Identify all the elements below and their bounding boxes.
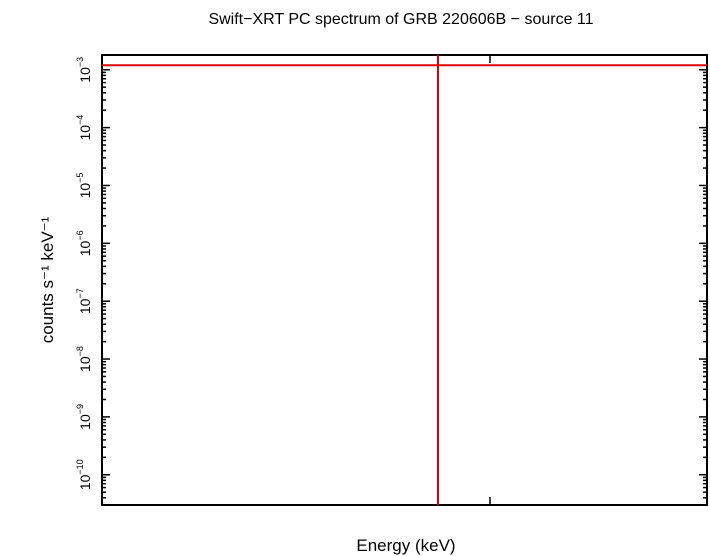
y-tick-base: 10: [77, 125, 93, 141]
y-tick-text: 10−10: [75, 459, 93, 490]
y-tick-label: 10−5: [75, 173, 93, 199]
plot-frame: [101, 54, 708, 506]
y-tick-exponent: −8: [75, 346, 85, 356]
chart-title: Swift−XRT PC spectrum of GRB 220606B − s…: [208, 11, 593, 28]
y-tick-text: 10−7: [75, 288, 93, 314]
y-tick-base: 10: [77, 414, 93, 430]
y-axis-label: counts s⁻¹ keV⁻¹: [38, 216, 57, 343]
y-tick-base: 10: [77, 356, 93, 372]
y-tick-exponent: −9: [75, 404, 85, 414]
y-tick-exponent: −7: [75, 288, 85, 298]
y-tick-label: 10−4: [75, 115, 93, 141]
y-tick-label: 10−8: [75, 346, 93, 372]
y-tick-base: 10: [77, 474, 93, 490]
y-tick-text: 10−5: [75, 173, 93, 199]
y-tick-label: 10−9: [75, 404, 93, 430]
y-tick-label: 10−10: [75, 459, 93, 490]
y-axis-ticks: [102, 69, 707, 506]
y-tick-text: 10−4: [75, 115, 93, 141]
y-tick-base: 10: [77, 67, 93, 83]
data-series: [102, 55, 707, 505]
y-tick-exponent: −5: [75, 173, 85, 183]
y-tick-label: 10−7: [75, 288, 93, 314]
y-tick-exponent: −4: [75, 115, 85, 125]
y-tick-base: 10: [77, 240, 93, 256]
y-tick-text: 10−8: [75, 346, 93, 372]
y-tick-exponent: −10: [75, 459, 85, 474]
y-tick-label: 10−6: [75, 230, 93, 256]
y-tick-exponent: −3: [75, 57, 85, 67]
y-tick-base: 10: [77, 298, 93, 314]
y-tick-exponent: −6: [75, 230, 85, 240]
y-tick-text: 10−6: [75, 230, 93, 256]
y-tick-text: 10−3: [75, 57, 93, 83]
x-axis-label: Energy (keV): [356, 536, 455, 555]
y-tick-text: 10−9: [75, 404, 93, 430]
y-tick-base: 10: [77, 183, 93, 199]
y-axis-tick-labels: 10−310−410−510−610−710−810−910−10: [75, 57, 93, 490]
y-tick-label: 10−3: [75, 57, 93, 83]
